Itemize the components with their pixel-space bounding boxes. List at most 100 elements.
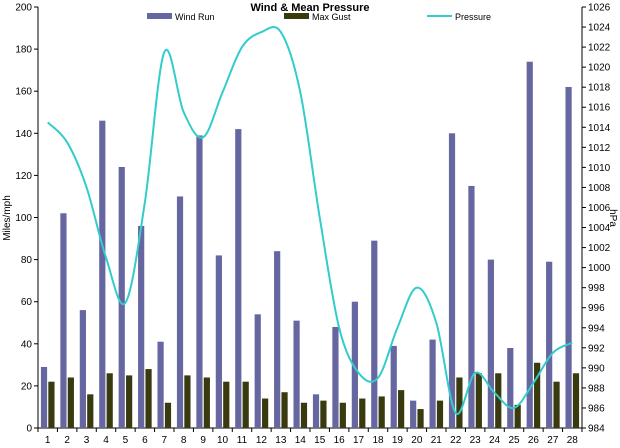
wind-run-bar: [371, 240, 378, 428]
wind-run-bar: [351, 301, 358, 428]
wind-run-bar: [332, 326, 339, 428]
wind-run-bar: [507, 348, 514, 428]
max-gust-bar: [87, 394, 94, 428]
max-gust-bar: [300, 402, 308, 428]
x-tick-label: 5: [123, 435, 129, 446]
x-tick-label: 10: [217, 435, 229, 446]
wind-run-bar: [468, 185, 475, 428]
chart-title: Wind & Mean Pressure: [250, 2, 369, 14]
max-gust-bar: [203, 377, 210, 428]
y-tick-label: 140: [15, 129, 32, 140]
x-tick-label: 14: [295, 435, 307, 446]
max-gust-bar: [126, 375, 133, 428]
x-tick-label: 13: [275, 435, 287, 446]
y-tick-label: 0: [26, 424, 32, 435]
legend: Wind Run Max Gust Pressure: [147, 12, 491, 22]
wind-run-bar: [526, 61, 533, 428]
legend-swatch-max-gust: [284, 13, 309, 19]
x-tick-label: 20: [411, 435, 423, 446]
y2-tick-label: 996: [588, 303, 605, 314]
max-gust-bar: [475, 373, 482, 428]
y-tick-label: 40: [21, 339, 33, 350]
x-tick-label: 24: [489, 435, 501, 446]
max-gust-bar: [398, 390, 405, 428]
y2-tick-label: 1020: [588, 63, 611, 74]
y2-tick-label: 990: [588, 363, 605, 374]
max-gust-bar: [242, 381, 249, 428]
wind-run-bar: [40, 366, 48, 428]
x-tick-label: 12: [256, 435, 268, 446]
wind-run-bar: [546, 261, 553, 428]
max-gust-bar: [572, 373, 580, 428]
x-tick-label: 21: [431, 435, 443, 446]
max-gust-bar: [262, 398, 269, 428]
x-tick-label: 28: [567, 435, 579, 446]
x-tick-label: 2: [64, 435, 70, 446]
max-gust-bar: [164, 402, 172, 428]
y2-tick-label: 988: [588, 383, 605, 394]
x-tick-label: 23: [470, 435, 482, 446]
wind-run-bar: [448, 133, 456, 429]
y2-tick-label: 984: [588, 424, 605, 435]
wind-run-bar: [138, 225, 145, 428]
wind-run-bar: [293, 320, 300, 428]
wind-run-bar: [196, 135, 203, 428]
max-gust-bar: [534, 362, 541, 428]
y-tick-label: 160: [15, 87, 32, 98]
x-tick-label: 22: [450, 435, 462, 446]
max-gust-bar: [359, 398, 366, 428]
x-tick-label: 26: [528, 435, 540, 446]
y2-tick-label: 1000: [588, 263, 611, 274]
max-gust-bar: [417, 409, 424, 428]
legend-label-pressure: Pressure: [455, 12, 491, 22]
y-tick-label: 200: [15, 3, 32, 14]
max-gust-bar: [339, 402, 346, 428]
legend-swatch-wind-run: [147, 13, 172, 19]
plot-area: 0204060801001201401601802009849869889909…: [15, 3, 610, 447]
wind-run-bar: [429, 339, 436, 428]
wind-run-bar: [60, 213, 67, 428]
wind-run-bar: [235, 129, 242, 428]
max-gust-bar: [223, 381, 230, 428]
y2-tick-label: 1026: [588, 3, 611, 14]
wind-run-bar: [79, 310, 86, 428]
wind-run-bar: [215, 255, 222, 428]
y2-tick-label: 986: [588, 403, 605, 414]
wind-run-bar: [99, 120, 106, 429]
wind-run-bar: [254, 314, 261, 428]
y2-tick-label: 1024: [588, 23, 611, 34]
y2-tick-label: 1022: [588, 43, 611, 54]
x-tick-label: 4: [103, 435, 109, 446]
y2-tick-label: 1018: [588, 83, 611, 94]
x-tick-label: 27: [547, 435, 559, 446]
wind-run-bar: [410, 400, 417, 428]
x-tick-label: 1: [45, 435, 51, 446]
y2-axis-title: hPa: [607, 209, 618, 227]
legend-label-wind-run: Wind Run: [175, 12, 215, 22]
wind-run-bar: [118, 166, 125, 429]
y-tick-label: 20: [21, 381, 33, 392]
wind-run-bar: [274, 251, 281, 428]
max-gust-bar: [553, 381, 560, 428]
x-tick-label: 17: [353, 435, 365, 446]
x-tick-label: 19: [392, 435, 404, 446]
max-gust-bar: [145, 369, 152, 428]
y2-tick-label: 998: [588, 283, 605, 294]
y2-tick-label: 1012: [588, 143, 611, 154]
max-gust-bar: [495, 373, 502, 428]
x-tick-label: 8: [181, 435, 187, 446]
y-tick-label: 180: [15, 45, 32, 56]
y2-tick-label: 1014: [588, 123, 611, 134]
y2-tick-label: 1016: [588, 103, 611, 114]
legend-label-max-gust: Max Gust: [312, 12, 351, 22]
max-gust-bar: [436, 400, 444, 428]
x-tick-label: 18: [372, 435, 384, 446]
x-tick-label: 9: [200, 435, 206, 446]
max-gust-bar: [184, 375, 191, 428]
max-gust-bar: [281, 392, 288, 428]
x-tick-label: 15: [314, 435, 326, 446]
x-tick-label: 11: [237, 435, 248, 446]
x-tick-label: 6: [142, 435, 148, 446]
max-gust-bar: [48, 381, 55, 428]
